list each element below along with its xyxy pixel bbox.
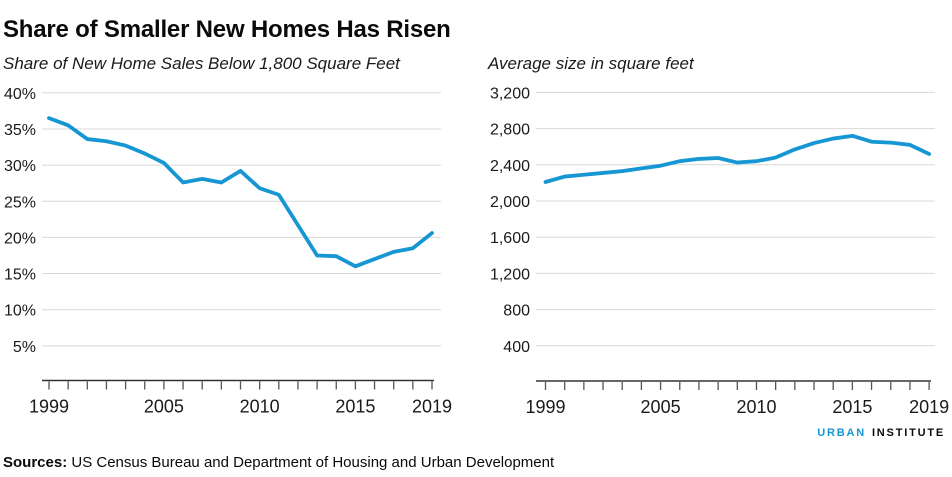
x-axis-tick-label: 2019: [909, 397, 949, 417]
x-axis-tick-label: 2010: [736, 397, 776, 417]
right-chart: 3,200 2,800 2,400 2,000 1,600 1,200 800 400 1999…: [490, 85, 949, 417]
y-axis-tick-label: 25%: [4, 194, 36, 211]
y-axis-tick-label: 30%: [4, 158, 36, 175]
right-chart-subtitle: Average size in square feet: [488, 54, 694, 73]
y-axis-tick-label: 2,000: [490, 194, 530, 211]
trend-line: [47, 116, 434, 269]
y-axis-tick-label: 15%: [4, 267, 36, 284]
y-axis-tick-label: 400: [503, 339, 530, 356]
y-axis-tick-label: 800: [503, 303, 530, 320]
x-axis-tick-label: 2010: [240, 397, 280, 417]
x-axis-tick-label: 1999: [525, 397, 565, 417]
sources-label: Sources:: [3, 454, 68, 471]
y-axis-tick-label: 40%: [4, 86, 36, 103]
y-axis-tick-label: 1,200: [490, 266, 530, 283]
y-axis-tick-label: 3,200: [490, 85, 530, 102]
x-axis-tick-label: 2005: [641, 397, 681, 417]
y-axis-tick-label: 2,800: [490, 122, 530, 139]
y-axis-tick-label: 1,600: [490, 230, 530, 247]
y-axis-tick-label: 35%: [4, 122, 36, 139]
sources-text: US Census Bureau and Department of Housi…: [67, 454, 555, 471]
logo-institute-text: INSTITUTE: [871, 427, 945, 439]
left-chart-subtitle: Share of New Home Sales Below 1,800 Squa…: [3, 54, 400, 73]
charts-canvas: 40% 35% 30% 25% 20% 15% 10% 5% 1999 2005 2010 2015 2…: [4, 85, 949, 417]
urban-institute-logo: URBAN INSTITUTE: [817, 426, 945, 440]
x-axis-tick-label: 2015: [832, 397, 872, 417]
y-axis-tick-label: 5%: [13, 339, 36, 356]
logo-urban-text: URBAN: [817, 427, 866, 439]
x-axis-tick-label: 2005: [144, 397, 184, 417]
y-axis-tick-label: 20%: [4, 230, 36, 247]
sources-note: Sources: US Census Bureau and Department…: [3, 453, 554, 473]
x-axis-tick-label: 2015: [335, 397, 375, 417]
y-axis-tick-label: 2,400: [490, 158, 530, 175]
trend-line: [543, 133, 931, 184]
left-chart: 40% 35% 30% 25% 20% 15% 10% 5% 1999 2005 2010 2015 2…: [4, 86, 452, 417]
x-axis-tick-label: 1999: [29, 397, 69, 417]
x-axis-tick-label: 2019: [412, 397, 452, 417]
y-axis-tick-label: 10%: [4, 303, 36, 320]
page-title: Share of Smaller New Homes Has Risen: [3, 16, 451, 44]
